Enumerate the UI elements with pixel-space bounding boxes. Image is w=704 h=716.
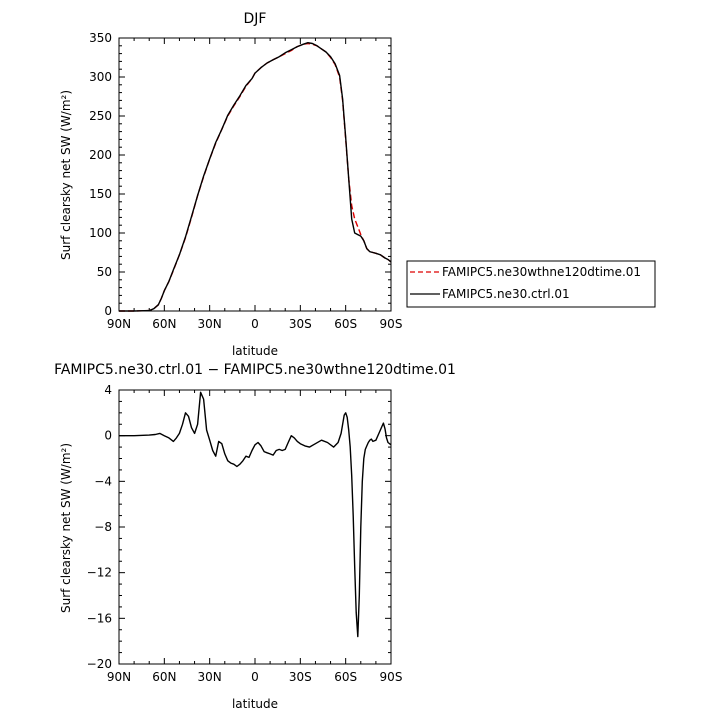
legend-entry-2: FAMIPC5.ne30.ctrl.01 xyxy=(442,287,570,301)
bottom-ytick-label: 0 xyxy=(104,429,112,443)
bottom-ytick-label: −8 xyxy=(94,520,112,534)
top-ytick-label: 350 xyxy=(89,31,112,45)
bottom-panel-ylabel: Surf clearsky net SW (W/m²) xyxy=(59,443,73,613)
bottom-xtick-label: 90S xyxy=(380,670,403,684)
bottom-ytick-label: −12 xyxy=(87,566,112,580)
top-panel-ylabel: Surf clearsky net SW (W/m²) xyxy=(59,90,73,260)
top-xtick-label: 60S xyxy=(334,317,357,331)
top-panel-frame xyxy=(118,37,392,312)
bottom-panel-frame xyxy=(118,389,392,665)
bottom-ytick-label: −4 xyxy=(94,474,112,488)
bottom-xtick-label: 90N xyxy=(107,670,131,684)
bottom-panel-xlabel: latitude xyxy=(232,697,278,711)
top-ytick-label: 100 xyxy=(89,226,112,240)
bottom-ytick-label: −16 xyxy=(87,611,112,625)
top-panel-xlabel: latitude xyxy=(232,344,278,358)
top-xtick-label: 30S xyxy=(289,317,312,331)
top-ytick-label: 0 xyxy=(104,304,112,318)
top-ytick-label: 300 xyxy=(89,70,112,84)
bottom-panel-title: FAMIPC5.ne30.ctrl.01 − FAMIPC5.ne30wthne… xyxy=(54,362,456,378)
legend-box xyxy=(406,260,656,308)
top-panel: DJF latitude Surf clearsky net SW (W/m²)… xyxy=(59,11,402,358)
bottom-xtick-label: 30N xyxy=(198,670,222,684)
top-ytick-label: 200 xyxy=(89,148,112,162)
bottom-xtick-label: 30S xyxy=(289,670,312,684)
top-ytick-label: 50 xyxy=(97,265,112,279)
bottom-xtick-label: 0 xyxy=(251,670,259,684)
top-xtick-label: 60N xyxy=(152,317,176,331)
top-panel-title: DJF xyxy=(244,11,267,27)
bottom-panel: FAMIPC5.ne30.ctrl.01 − FAMIPC5.ne30wthne… xyxy=(54,362,456,711)
top-xtick-label: 90N xyxy=(107,317,131,331)
bottom-ytick-label: −20 xyxy=(87,657,112,671)
bottom-ytick-label: 4 xyxy=(104,383,112,397)
top-series-line-black-solid xyxy=(119,42,392,312)
legend: FAMIPC5.ne30wthne120dtime.01 FAMIPC5.ne3… xyxy=(406,260,656,308)
top-series-line-red-dashed xyxy=(119,42,392,312)
top-ytick-label: 250 xyxy=(89,109,112,123)
top-xtick-label: 0 xyxy=(251,317,259,331)
bottom-xtick-label: 60S xyxy=(334,670,357,684)
top-xtick-label: 30N xyxy=(198,317,222,331)
top-xtick-label: 90S xyxy=(380,317,403,331)
bottom-xtick-label: 60N xyxy=(152,670,176,684)
top-ytick-label: 150 xyxy=(89,187,112,201)
legend-entry-1: FAMIPC5.ne30wthne120dtime.01 xyxy=(442,265,641,279)
bottom-series-line-black-solid xyxy=(119,391,392,638)
